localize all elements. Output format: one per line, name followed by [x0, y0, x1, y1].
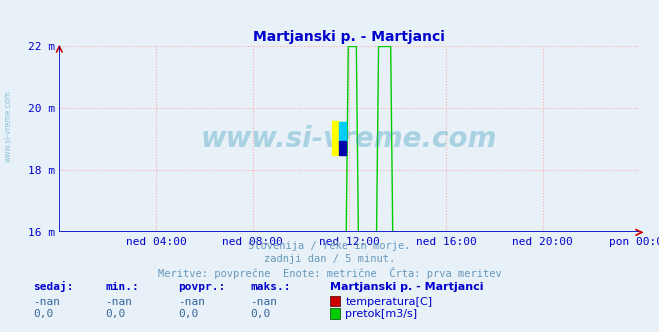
Text: zadnji dan / 5 minut.: zadnji dan / 5 minut.: [264, 254, 395, 264]
Text: www.si-vreme.com: www.si-vreme.com: [3, 90, 13, 162]
Text: min.:: min.:: [105, 283, 139, 292]
Title: Martjanski p. - Martjanci: Martjanski p. - Martjanci: [253, 30, 445, 44]
Text: temperatura[C]: temperatura[C]: [345, 297, 432, 307]
Text: Martjanski p. - Martjanci: Martjanski p. - Martjanci: [330, 283, 483, 292]
Text: -nan: -nan: [33, 297, 60, 307]
Text: 0,0: 0,0: [250, 309, 271, 319]
Text: 0,0: 0,0: [178, 309, 198, 319]
Text: 0,0: 0,0: [33, 309, 53, 319]
Bar: [339, 122, 346, 142]
Text: 0,0: 0,0: [105, 309, 126, 319]
Text: -nan: -nan: [250, 297, 277, 307]
Text: -nan: -nan: [105, 297, 132, 307]
Text: Slovenija / reke in morje.: Slovenija / reke in morje.: [248, 241, 411, 251]
Text: maks.:: maks.:: [250, 283, 291, 292]
Text: Meritve: povprečne  Enote: metrične  Črta: prva meritev: Meritve: povprečne Enote: metrične Črta:…: [158, 267, 501, 279]
Text: -nan: -nan: [178, 297, 205, 307]
Bar: [339, 141, 346, 155]
Text: pretok[m3/s]: pretok[m3/s]: [345, 309, 417, 319]
Text: sedaj:: sedaj:: [33, 282, 73, 292]
Text: www.si-vreme.com: www.si-vreme.com: [201, 125, 498, 153]
Text: povpr.:: povpr.:: [178, 283, 225, 292]
Bar: [332, 121, 339, 155]
